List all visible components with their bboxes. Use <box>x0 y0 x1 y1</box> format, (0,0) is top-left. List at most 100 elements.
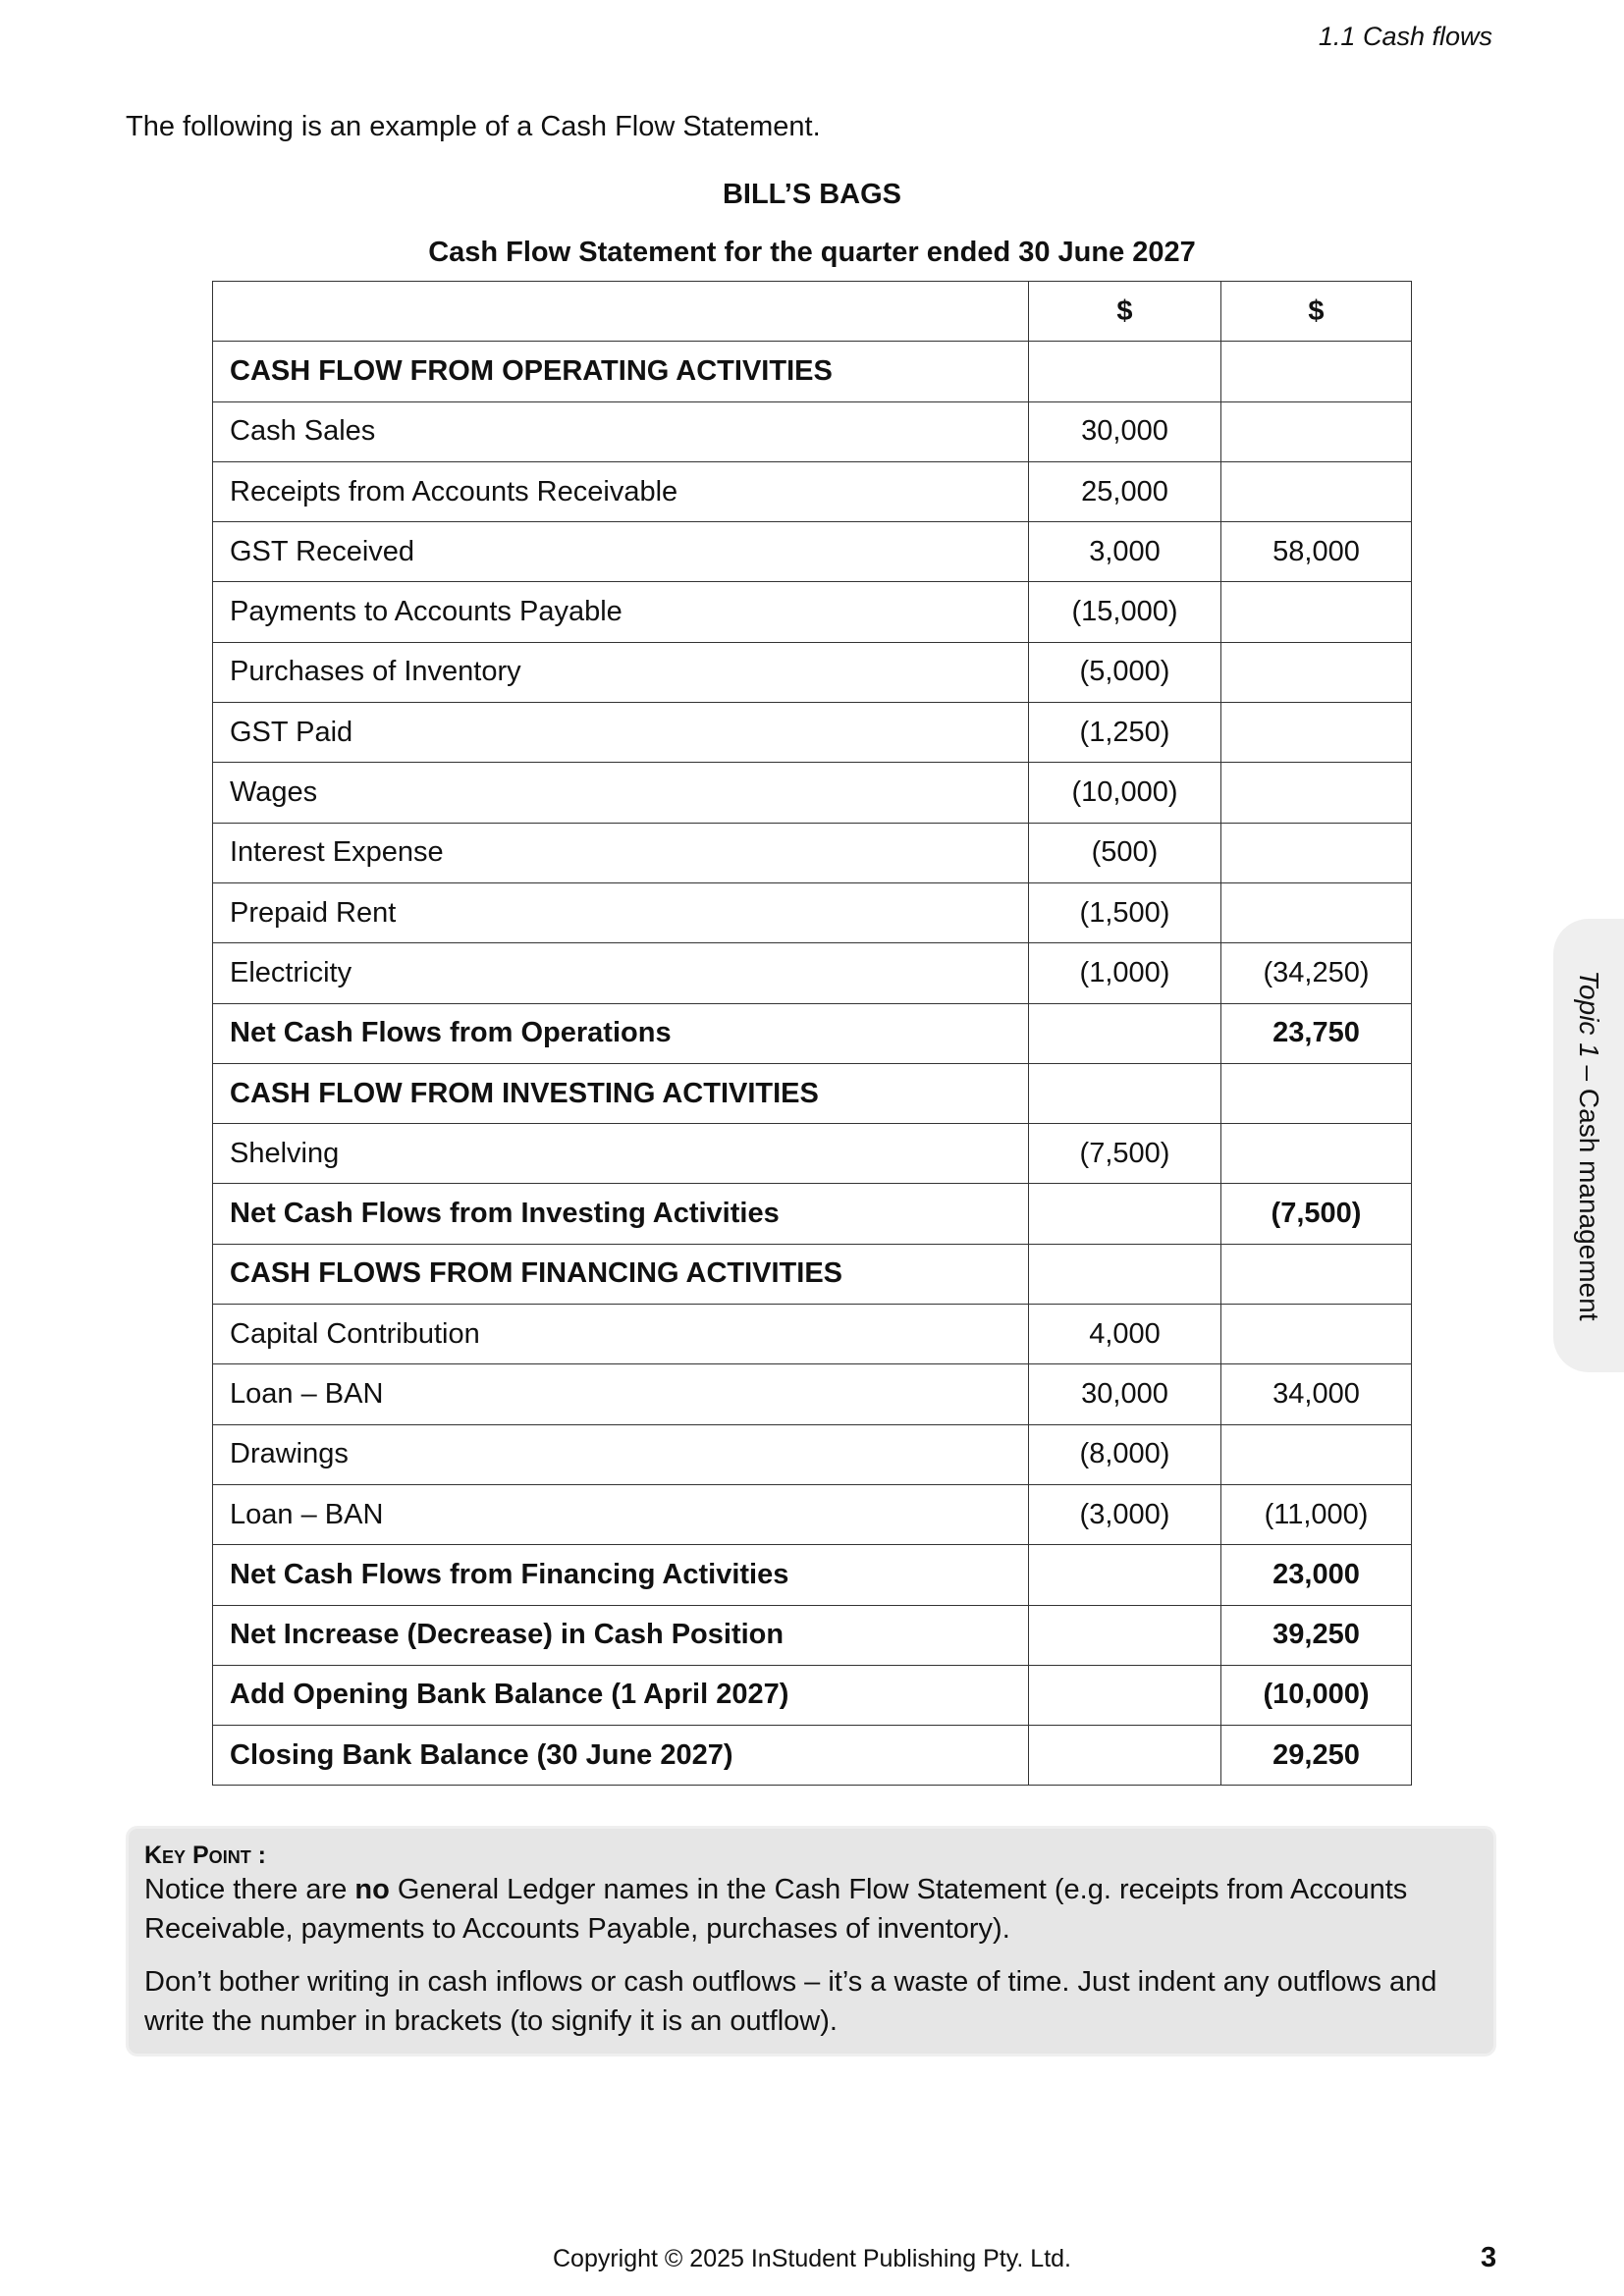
amount-cell <box>1028 1062 1221 1125</box>
amount-cell: (8,000) <box>1028 1423 1221 1485</box>
key-point-paragraph: Notice there are no General Ledger names… <box>144 1870 1478 1949</box>
amount-cell <box>1220 822 1412 883</box>
table-row: CASH FLOW FROM OPERATING ACTIVITIES <box>212 341 1412 402</box>
row-label: CASH FLOWS FROM FINANCING ACTIVITIES <box>212 1243 1029 1306</box>
table-row: Prepaid Rent (1,500) <box>212 881 1412 944</box>
amount-cell: 58,000 <box>1220 521 1412 583</box>
table-row: Loan – BAN 30,000 34,000 <box>212 1363 1412 1425</box>
amount-cell <box>1220 460 1412 523</box>
amount-cell <box>1028 1002 1221 1064</box>
table-row: Capital Contribution 4,000 <box>212 1304 1412 1365</box>
table-row: Net Increase (Decrease) in Cash Position… <box>212 1604 1412 1666</box>
row-label: Interest Expense <box>212 822 1029 883</box>
topic-number: Topic 1 <box>1574 970 1604 1058</box>
table-row: Drawings (8,000) <box>212 1423 1412 1485</box>
amount-cell <box>1220 762 1412 824</box>
table-row: Interest Expense (500) <box>212 822 1412 883</box>
table-row: CASH FLOW FROM INVESTING ACTIVITIES <box>212 1062 1412 1125</box>
row-label: Purchases of Inventory <box>212 641 1029 704</box>
amount-cell: (1,000) <box>1028 942 1221 1004</box>
table-row: Cash Sales 30,000 <box>212 400 1412 462</box>
table-row: GST Received 3,000 58,000 <box>212 521 1412 583</box>
amount-cell: (3,000) <box>1028 1483 1221 1546</box>
amount-cell <box>1220 1123 1412 1185</box>
amount-cell <box>1220 702 1412 764</box>
table-row: Wages (10,000) <box>212 762 1412 824</box>
amount-cell: 30,000 <box>1028 1363 1221 1425</box>
table-row: Shelving (7,500) <box>212 1123 1412 1185</box>
row-label: Add Opening Bank Balance (1 April 2027) <box>212 1664 1029 1727</box>
amount-cell <box>1220 881 1412 944</box>
amount-cell: (34,250) <box>1220 942 1412 1004</box>
amount-cell <box>1220 341 1412 402</box>
amount-cell: 39,250 <box>1220 1604 1412 1666</box>
amount-cell <box>1220 1243 1412 1306</box>
amount-cell: (11,000) <box>1220 1483 1412 1546</box>
table-row: Net Cash Flows from Financing Activities… <box>212 1544 1412 1606</box>
amount-cell: (500) <box>1028 822 1221 883</box>
amount-cell: (15,000) <box>1028 581 1221 643</box>
table-header-row: $ $ <box>212 280 1412 343</box>
key-point-heading: Key Point : <box>144 1842 266 1869</box>
amount-cell: (7,500) <box>1220 1183 1412 1245</box>
amount-cell <box>1028 1544 1221 1606</box>
amount-cell: (10,000) <box>1028 762 1221 824</box>
amount-cell: (5,000) <box>1028 641 1221 704</box>
amount-cell <box>1028 1604 1221 1666</box>
copyright: Copyright © 2025 InStudent Publishing Pt… <box>552 2245 1071 2272</box>
amount-cell <box>1028 1183 1221 1245</box>
table-row: Receipts from Accounts Receivable 25,000 <box>212 460 1412 523</box>
statement-title: Cash Flow Statement for the quarter ende… <box>428 237 1196 268</box>
table-row: Net Cash Flows from Operations 23,750 <box>212 1002 1412 1064</box>
table-row: Electricity (1,000) (34,250) <box>212 942 1412 1004</box>
header-cell: $ <box>1028 280 1221 343</box>
business-name: BILL’S BAGS <box>722 179 902 210</box>
row-label: Payments to Accounts Payable <box>212 581 1029 643</box>
amount-cell <box>1028 341 1221 402</box>
row-label: Loan – BAN <box>212 1483 1029 1546</box>
amount-cell <box>1028 1664 1221 1727</box>
amount-cell <box>1220 1423 1412 1485</box>
row-label: Loan – BAN <box>212 1363 1029 1425</box>
row-label: GST Paid <box>212 702 1029 764</box>
row-label: Shelving <box>212 1123 1029 1185</box>
topic-name: – Cash management <box>1574 1057 1604 1321</box>
table-row: Loan – BAN (3,000) (11,000) <box>212 1483 1412 1546</box>
row-label: Net Cash Flows from Investing Activities <box>212 1183 1029 1245</box>
amount-cell: 25,000 <box>1028 460 1221 523</box>
table-row: Closing Bank Balance (30 June 2027) 29,25… <box>212 1725 1412 1787</box>
table-row: Add Opening Bank Balance (1 April 2027) (… <box>212 1664 1412 1727</box>
amount-cell: 34,000 <box>1220 1363 1412 1425</box>
amount-cell <box>1220 400 1412 462</box>
row-label: CASH FLOW FROM INVESTING ACTIVITIES <box>212 1062 1029 1125</box>
table-row: CASH FLOWS FROM FINANCING ACTIVITIES <box>212 1243 1412 1306</box>
row-label: CASH FLOW FROM OPERATING ACTIVITIES <box>212 341 1029 402</box>
row-label: Closing Bank Balance (30 June 2027) <box>212 1725 1029 1787</box>
emphasis: no <box>354 1874 390 1905</box>
row-label: Capital Contribution <box>212 1304 1029 1365</box>
table-row: GST Paid (1,250) <box>212 702 1412 764</box>
row-label: Net Cash Flows from Financing Activities <box>212 1544 1029 1606</box>
amount-cell: (7,500) <box>1028 1123 1221 1185</box>
amount-cell <box>1028 1243 1221 1306</box>
amount-cell: 3,000 <box>1028 521 1221 583</box>
row-label: Drawings <box>212 1423 1029 1485</box>
table-row: Net Cash Flows from Investing Activities… <box>212 1183 1412 1245</box>
row-label: Cash Sales <box>212 400 1029 462</box>
amount-cell: (1,500) <box>1028 881 1221 944</box>
text: Notice there are <box>144 1874 355 1905</box>
text: General Ledger names in the Cash Flow St… <box>144 1874 1408 1945</box>
amount-cell: 23,750 <box>1220 1002 1412 1064</box>
amount-cell: 30,000 <box>1028 400 1221 462</box>
table-row: Payments to Accounts Payable (15,000) <box>212 581 1412 643</box>
amount-cell: 29,250 <box>1220 1725 1412 1787</box>
row-label: Receipts from Accounts Receivable <box>212 460 1029 523</box>
row-label: GST Received <box>212 521 1029 583</box>
running-header: 1.1 Cash flows <box>1318 22 1492 51</box>
key-point-paragraph: Don’t bother writing in cash inflows or … <box>144 1966 1437 2037</box>
table-row: Purchases of Inventory (5,000) <box>212 641 1412 704</box>
cash-flow-table: $ $ CASH FLOW FROM OPERATING ACTIVITIES C… <box>212 280 1412 1787</box>
amount-cell <box>1028 1725 1221 1787</box>
amount-cell: 23,000 <box>1220 1544 1412 1606</box>
amount-cell <box>1220 581 1412 643</box>
